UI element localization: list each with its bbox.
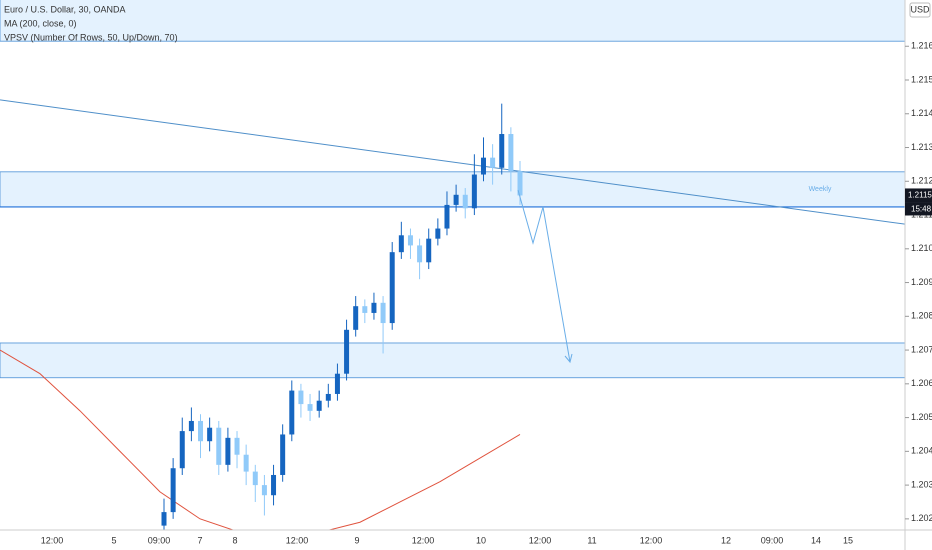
y-tick-label: 1.21200	[911, 176, 932, 186]
candle-body	[499, 134, 505, 168]
countdown-box	[905, 202, 932, 216]
candle-body	[371, 302, 377, 313]
candle-body	[490, 157, 496, 168]
candle-body	[462, 194, 468, 209]
x-tick-label: 12:00	[41, 535, 64, 545]
candle-body	[389, 252, 395, 324]
x-tick-label: 8	[232, 535, 237, 545]
y-tick-label: 1.20500	[911, 412, 932, 422]
candle-body	[435, 228, 441, 239]
candle-body	[508, 134, 514, 172]
candle-body	[234, 437, 240, 455]
candle-body	[207, 427, 213, 442]
y-tick-label: 1.20400	[911, 446, 932, 456]
candle-body	[179, 431, 185, 469]
x-tick-label: 12:00	[286, 535, 309, 545]
candle-body	[517, 171, 523, 196]
y-tick-label: 1.21400	[911, 108, 932, 118]
x-tick-label: 5	[111, 535, 116, 545]
candle-body	[398, 235, 404, 253]
x-tick-label: 12:00	[640, 535, 663, 545]
y-tick-label: 1.20700	[911, 344, 932, 354]
y-tick-label: 1.20300	[911, 479, 932, 489]
candle-body	[453, 194, 459, 205]
candle-body	[426, 238, 432, 263]
x-tick-label: 09:00	[761, 535, 784, 545]
y-tick-label: 1.20600	[911, 378, 932, 388]
candle-body	[188, 420, 194, 432]
candle-body	[417, 245, 423, 263]
y-tick-label: 1.20800	[911, 311, 932, 321]
candle-body	[353, 306, 359, 330]
candle-body	[344, 329, 350, 374]
currency-box[interactable]	[909, 2, 931, 18]
candle-body	[252, 471, 258, 486]
candle-body	[280, 434, 286, 475]
candle-body	[243, 454, 249, 472]
candle-body	[307, 404, 313, 411]
indicator-label: MA (200, close, 0)	[4, 18, 77, 28]
x-tick-label: 09:00	[148, 535, 171, 545]
candle-body	[225, 437, 231, 465]
x-tick-label: 12:00	[529, 535, 552, 545]
candle-body	[289, 390, 295, 435]
candle-body	[198, 420, 204, 442]
candle-body	[316, 400, 322, 411]
chart-title: Euro / U.S. Dollar, 30, OANDA	[4, 4, 126, 14]
candle-body	[170, 468, 176, 513]
candle-body	[334, 373, 340, 394]
x-tick-label: 7	[197, 535, 202, 545]
countdown-label: 15:48	[911, 205, 932, 214]
candle-body	[161, 512, 167, 526]
candle-body	[407, 235, 413, 246]
last-price-box	[905, 188, 932, 203]
x-tick-label: 10	[476, 535, 486, 545]
candle-body	[216, 427, 222, 465]
x-tick-label: 12:00	[412, 535, 435, 545]
candle-body	[362, 306, 368, 313]
candle-body	[471, 174, 477, 209]
candle-body	[298, 390, 304, 405]
x-tick-label: 11	[587, 535, 596, 545]
indicator-label: VPSV (Number Of Rows, 50, Up/Down, 70)	[4, 32, 178, 42]
projection-arrow	[517, 189, 573, 364]
candle-body	[271, 474, 277, 496]
currency-label[interactable]: USD	[910, 4, 930, 14]
x-tick-label: 14	[811, 535, 821, 545]
candle-body	[261, 485, 267, 496]
candle-body	[325, 393, 331, 401]
candle-body	[380, 302, 386, 324]
y-tick-label: 1.21600	[911, 41, 932, 51]
x-tick-label: 9	[354, 535, 359, 545]
candle-body	[480, 157, 486, 175]
zone	[0, 0, 905, 42]
y-tick-label: 1.21300	[911, 142, 932, 152]
zone	[0, 342, 905, 379]
zone	[0, 171, 905, 208]
zone-label: Weekly	[809, 186, 832, 193]
ma-line	[0, 349, 521, 530]
last-price-label: 1.21158	[908, 191, 932, 200]
x-tick-label: 15	[843, 535, 853, 545]
y-tick-label: 1.20900	[911, 277, 932, 287]
x-tick-label: 12	[721, 535, 731, 545]
y-tick-label: 1.20200	[911, 513, 932, 523]
candle-body	[444, 204, 450, 229]
y-tick-label: 1.21000	[911, 243, 932, 253]
y-tick-label: 1.21500	[911, 74, 932, 84]
trendline	[0, 99, 905, 225]
